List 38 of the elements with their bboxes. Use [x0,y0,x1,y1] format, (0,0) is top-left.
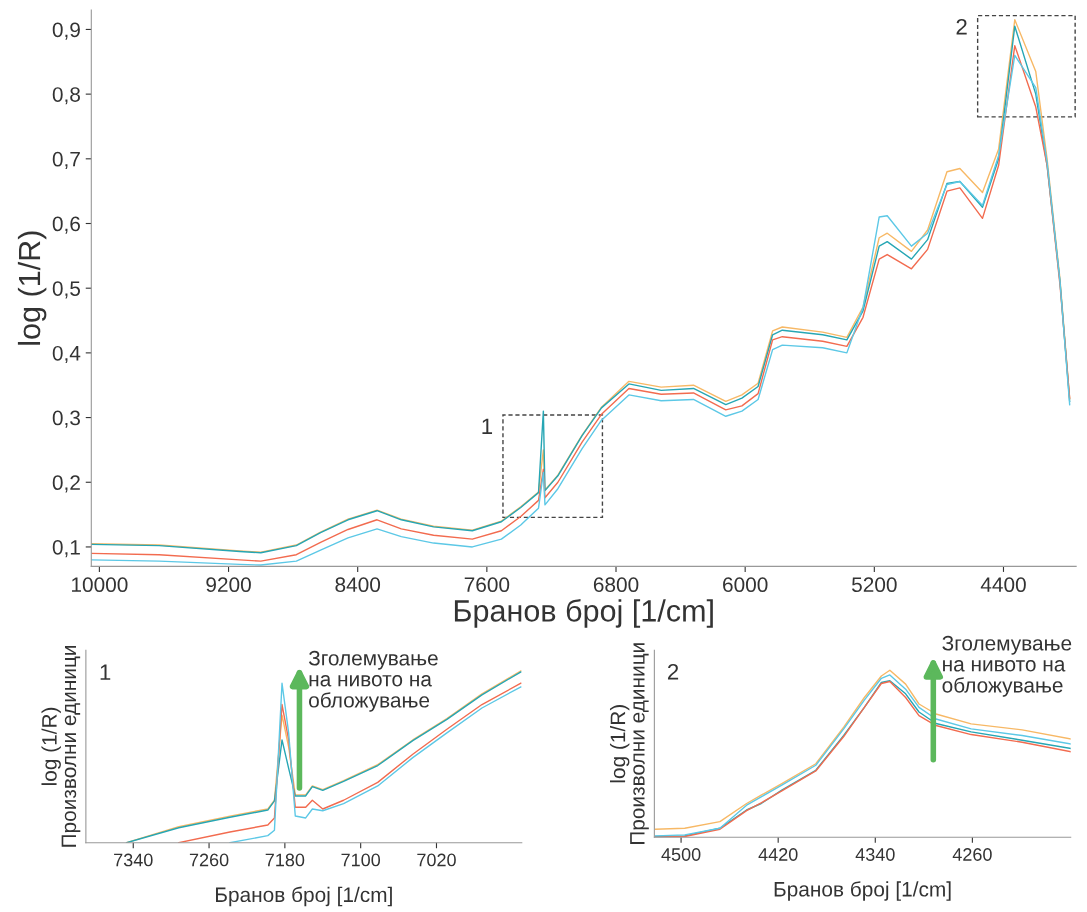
y-tick-label: 0,1 [52,539,80,558]
y-tick-label: 0,9 [52,22,80,40]
annotation: 1 [482,418,493,434]
x-tick-label: 7340 [114,853,153,867]
x-tick-label: 7260 [189,853,229,867]
x-tick-label: 4260 [952,848,992,861]
x-axis-title: Бранов број [1/cm] [216,886,392,907]
annotation: Зголемување на нивото на обложување [942,635,1072,697]
y-axis-title: log (1/R) Произволни единици [609,643,649,845]
annotation: 1 [100,664,111,680]
annotation: 2 [956,18,967,35]
x-tick-label: 9200 [206,577,251,593]
x-tick-label: 7180 [265,853,305,867]
x-tick-label: 5200 [851,577,897,593]
x-tick-label: 7100 [341,853,381,867]
y-axis-title: log (1/R) Произволни единици [41,645,81,847]
x-tick-label: 6800 [593,577,639,593]
y-tick-label: 0,5 [52,281,81,299]
annotation: Зголемување на нивото на обложување [308,650,438,712]
annotation: 2 [667,663,679,680]
x-tick-label: 6000 [723,577,768,593]
y-tick-label: 0,2 [52,475,80,493]
x-tick-label: 4340 [855,848,895,861]
x-tick-label: 4500 [661,848,701,861]
x-tick-label: 8400 [335,577,381,593]
x-tick-label: 7600 [464,577,510,593]
x-tick-label: 10000 [72,577,128,593]
x-tick-label: 7020 [417,853,456,867]
y-tick-label: 0,4 [52,345,81,364]
y-tick-label: 0,6 [52,216,80,234]
y-tick-label: 0,3 [52,410,80,428]
x-axis-title: Бранов број [1/cm] [454,598,713,628]
y-axis-title: log (1/R) [17,231,47,345]
x-tick-label: 4420 [758,848,798,861]
y-tick-label: 0,7 [52,151,80,170]
x-axis-title: Бранов број [1/cm] [774,881,951,901]
x-tick-label: 4400 [980,577,1026,593]
y-tick-label: 0,8 [52,87,80,105]
